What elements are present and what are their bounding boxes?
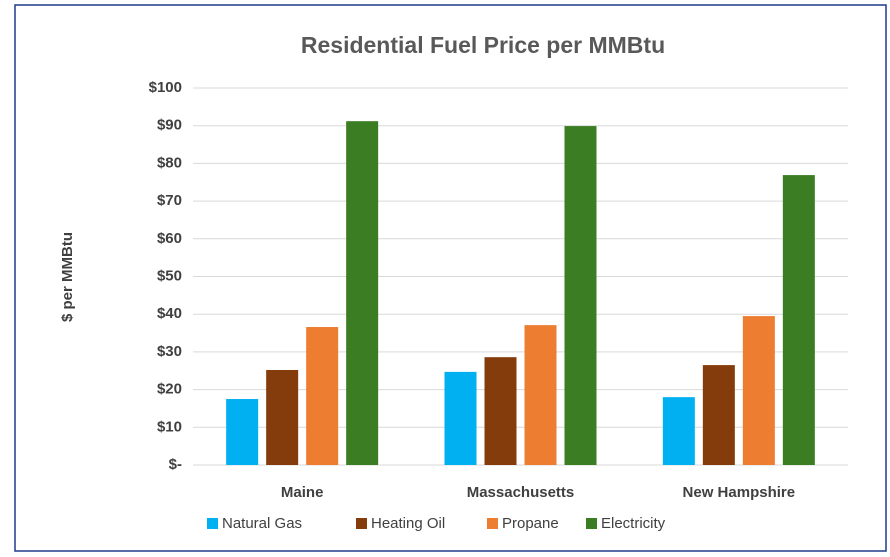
y-tick-label: $70 xyxy=(157,192,182,209)
x-tick-label: New Hampshire xyxy=(683,484,796,501)
y-tick-label: $80 xyxy=(157,154,182,171)
y-tick-label: $10 xyxy=(157,418,182,435)
y-tick-label: $60 xyxy=(157,230,182,247)
y-tick-label: $100 xyxy=(149,79,182,96)
chart-frame xyxy=(14,4,887,552)
y-tick-label: $- xyxy=(169,456,182,473)
bar xyxy=(564,126,597,466)
legend-swatch xyxy=(356,518,367,529)
legend-label: Propane xyxy=(502,515,559,532)
legend-swatch xyxy=(586,518,597,529)
bar xyxy=(306,327,339,465)
bar xyxy=(484,357,517,465)
y-tick-label: $40 xyxy=(157,305,182,322)
bar xyxy=(782,175,815,465)
legend-swatch xyxy=(207,518,218,529)
bar xyxy=(742,316,775,465)
bar xyxy=(266,369,299,465)
y-tick-label: $20 xyxy=(157,381,182,398)
bar xyxy=(226,399,259,465)
bar xyxy=(662,397,695,465)
legend-label: Natural Gas xyxy=(222,515,302,532)
legend-label: Electricity xyxy=(601,515,666,532)
bar xyxy=(524,325,557,465)
legend-label: Heating Oil xyxy=(371,515,445,532)
bar xyxy=(444,371,477,465)
y-tick-label: $30 xyxy=(157,343,182,360)
chart-title: Residential Fuel Price per MMBtu xyxy=(301,32,665,58)
y-tick-label: $90 xyxy=(157,117,182,134)
x-tick-label: Massachusetts xyxy=(467,484,575,501)
bar xyxy=(346,121,379,466)
y-tick-label: $50 xyxy=(157,267,182,284)
bar xyxy=(702,365,735,465)
y-axis-label: $ per MMBtu xyxy=(59,232,76,322)
legend-swatch xyxy=(487,518,498,529)
x-tick-label: Maine xyxy=(281,484,324,501)
